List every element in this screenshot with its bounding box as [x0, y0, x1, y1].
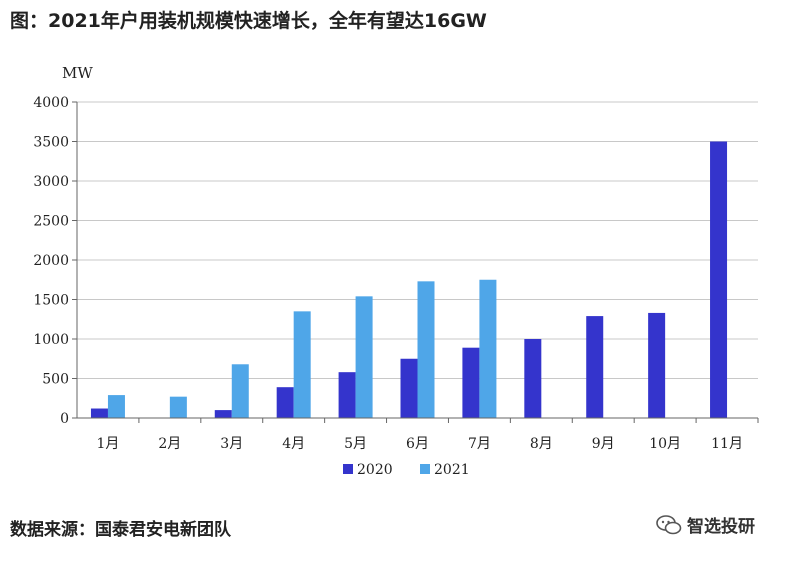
bar-2021 — [169, 396, 187, 418]
bar-2021 — [293, 311, 311, 418]
legend-swatch-2020 — [343, 464, 353, 474]
y-tick-label: 2000 — [33, 253, 69, 269]
x-tick-label: 8月 — [530, 436, 553, 452]
y-tick-label: 4000 — [33, 95, 69, 111]
bar-2020 — [648, 312, 666, 418]
legend-swatch-2021 — [420, 464, 430, 474]
x-tick-label: 10月 — [649, 436, 681, 452]
bar-2020 — [338, 372, 356, 418]
bar-2021 — [231, 364, 249, 418]
watermark: 智选投研 — [655, 512, 755, 537]
y-tick-label: 3500 — [33, 135, 69, 151]
x-tick-label: 11月 — [711, 436, 743, 452]
bar-2020 — [400, 358, 418, 418]
x-tick-label: 2月 — [158, 436, 181, 452]
bar-2021 — [107, 395, 125, 418]
x-tick-label: 3月 — [220, 436, 243, 452]
bar-2020 — [710, 141, 728, 418]
bar-2021 — [479, 279, 497, 418]
x-tick-label: 1月 — [96, 436, 119, 452]
bar-2021 — [417, 281, 435, 418]
x-tick-label: 7月 — [468, 436, 491, 452]
bar-2020 — [524, 339, 542, 418]
x-tick-label: 4月 — [282, 436, 305, 452]
y-tick-label: 0 — [60, 411, 69, 427]
y-tick-label: 500 — [42, 372, 69, 388]
y-axis-unit-label: MW — [62, 64, 93, 82]
y-tick-label: 1500 — [33, 293, 69, 309]
y-tick-label: 1000 — [33, 332, 69, 348]
bar-2020 — [214, 410, 232, 418]
wechat-icon — [656, 514, 682, 534]
x-tick-label: 9月 — [592, 436, 615, 452]
y-tick-label: 2500 — [33, 214, 69, 230]
watermark-text: 智选投研 — [687, 517, 755, 537]
bar-2020 — [276, 387, 294, 418]
chart-title: 图：2021年户用装机规模快速增长，全年有望达16GW — [10, 10, 487, 32]
bar-2021 — [355, 296, 373, 418]
bar-2020 — [462, 347, 480, 418]
x-tick-label: 5月 — [344, 436, 367, 452]
y-tick-label: 3000 — [33, 174, 69, 190]
bar-2020 — [586, 316, 604, 418]
legend-label-2020: 2020 — [357, 462, 393, 478]
bar-2020 — [90, 408, 108, 418]
data-source-note: 数据来源：国泰君安电新团队 — [10, 520, 231, 540]
x-tick-label: 6月 — [406, 436, 429, 452]
legend-label-2021: 2021 — [434, 462, 470, 478]
